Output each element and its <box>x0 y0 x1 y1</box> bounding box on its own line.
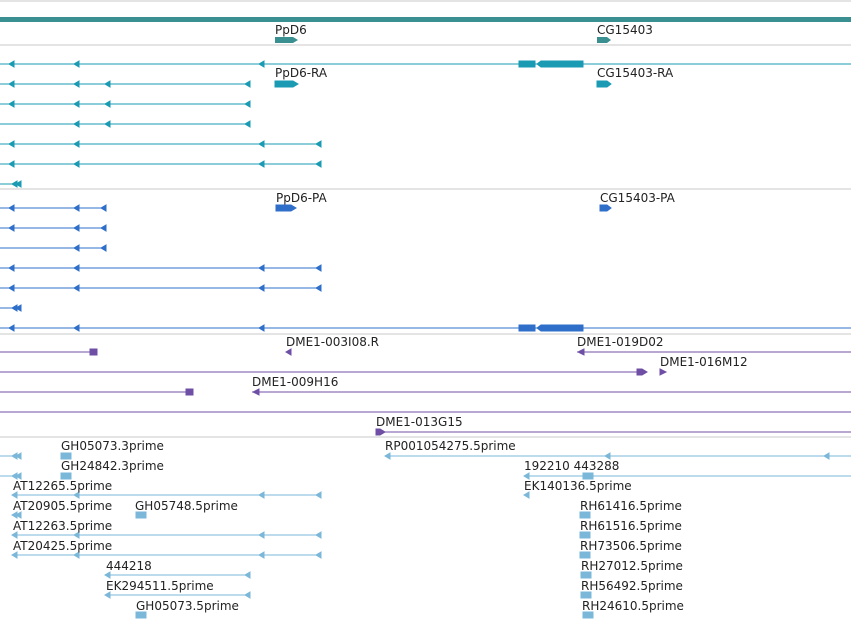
gene-track: PpD6 CG15403 <box>275 23 653 43</box>
clone-track <box>0 348 851 436</box>
clone-label-dme1-019d02[interactable]: DME1-019D02 <box>577 335 664 349</box>
protein-feature-cg15403-pa[interactable] <box>599 204 612 212</box>
est-label[interactable]: 444218 <box>106 559 152 573</box>
est-label[interactable]: EK140136.5prime <box>524 479 632 493</box>
est-label[interactable]: AT20905.5prime <box>13 499 112 513</box>
est-label[interactable]: EK294511.5prime <box>106 579 214 593</box>
clone-label-dme1-013g15[interactable]: DME1-013G15 <box>376 415 463 429</box>
transcript-exon[interactable] <box>518 60 536 68</box>
est-label[interactable]: GH24842.3prime <box>61 459 164 473</box>
transcript-label-cg15403-ra[interactable]: CG15403-RA <box>597 66 674 80</box>
gene-label-cg15403[interactable]: CG15403 <box>597 23 653 37</box>
gene-feature-ppd6[interactable] <box>275 37 298 43</box>
transcript-track <box>0 60 851 188</box>
est-label[interactable]: RH56492.5prime <box>581 579 683 593</box>
transcript-label-ppd6-ra[interactable]: PpD6-RA <box>275 66 328 80</box>
clone-label-dme1-016m12[interactable]: DME1-016M12 <box>660 355 748 369</box>
est-label[interactable]: RH61516.5prime <box>580 519 682 533</box>
est-label[interactable]: AT12265.5prime <box>13 479 112 493</box>
gene-model-bar[interactable] <box>0 17 851 22</box>
gene-label-ppd6[interactable]: PpD6 <box>275 23 307 37</box>
est-label[interactable]: AT12263.5prime <box>13 519 112 533</box>
clone-label-dme1-003i08[interactable]: DME1-003I08.R <box>286 335 379 349</box>
gene-feature-cg15403[interactable] <box>597 37 611 43</box>
est-label[interactable]: GH05748.5prime <box>135 499 238 513</box>
est-label[interactable]: AT20425.5prime <box>13 539 112 553</box>
protein-label-ppd6-pa[interactable]: PpD6-PA <box>276 191 328 205</box>
est-label[interactable]: GH05073.5prime <box>136 599 239 613</box>
clone-label-dme1-009h16[interactable]: DME1-009H16 <box>252 375 338 389</box>
est-label[interactable]: RH61416.5prime <box>580 499 682 513</box>
est-track <box>0 452 851 619</box>
est-label[interactable]: GH05073.3prime <box>61 439 164 453</box>
est-label[interactable]: 192210 443288 <box>524 459 619 473</box>
est-label[interactable]: RP001054275.5prime <box>385 439 516 453</box>
est-label[interactable]: RH73506.5prime <box>580 539 682 553</box>
est-label[interactable]: RH24610.5prime <box>582 599 684 613</box>
protein-feature-ppd6-pa[interactable] <box>275 204 297 212</box>
protein-label-cg15403-pa[interactable]: CG15403-PA <box>600 191 676 205</box>
protein-track <box>0 204 851 332</box>
est-label[interactable]: RH27012.5prime <box>581 559 683 573</box>
